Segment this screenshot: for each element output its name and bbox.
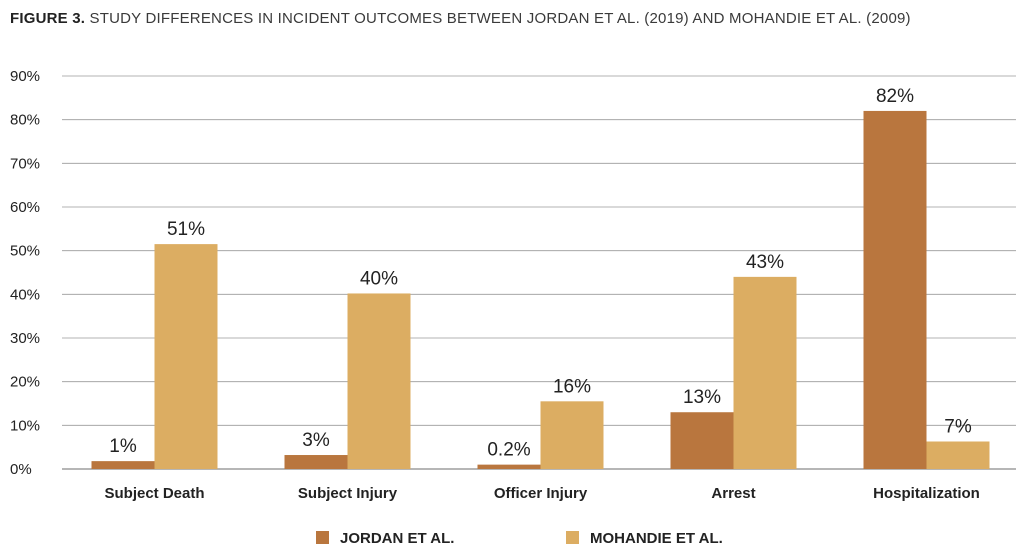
- category-label: Arrest: [711, 485, 755, 502]
- y-tick-label: 40%: [10, 286, 40, 303]
- bar-mohandie-officer-injury: [540, 401, 604, 469]
- bar-mohandie-subject-death: [154, 244, 218, 469]
- bar-jordan-arrest: [670, 412, 734, 469]
- y-tick-label: 80%: [10, 112, 40, 129]
- bar-mohandie-subject-injury: [347, 293, 411, 469]
- y-tick-label: 20%: [10, 374, 40, 391]
- bar-jordan-hospitalization: [863, 110, 927, 469]
- data-labels: 1% 51% 3% 40% 0.2% 16% 13% 43% 82% 7%: [109, 86, 972, 461]
- y-tick-label: 60%: [10, 199, 40, 216]
- legend: JORDAN ET AL. MOHANDIE ET AL.: [316, 530, 723, 547]
- bar-mohandie-arrest: [733, 276, 797, 469]
- legend-swatch-mohandie: [566, 531, 579, 544]
- y-tick-label: 30%: [10, 330, 40, 347]
- data-label: 82%: [876, 86, 914, 107]
- y-tick-label: 10%: [10, 417, 40, 434]
- bar-jordan-officer-injury: [477, 464, 541, 469]
- bar-jordan-subject-injury: [284, 455, 348, 469]
- data-label: 40%: [360, 268, 398, 289]
- bar-jordan-subject-death: [91, 461, 155, 469]
- x-axis-category-labels: Subject Death Subject Injury Officer Injur…: [104, 485, 979, 502]
- data-label: 16%: [553, 376, 591, 397]
- figure-label: FIGURE 3.: [10, 10, 86, 27]
- y-axis-tick-labels: 0% 10% 20% 30% 40% 50% 60% 70% 80% 90%: [10, 68, 40, 478]
- data-label: 7%: [944, 416, 972, 437]
- data-label: 51%: [167, 219, 205, 240]
- y-tick-label: 90%: [10, 68, 40, 85]
- y-tick-label: 0%: [10, 461, 32, 478]
- data-label: 3%: [302, 430, 330, 451]
- bar-mohandie-hospitalization: [926, 441, 990, 469]
- category-label: Subject Injury: [298, 485, 398, 502]
- category-label: Subject Death: [104, 485, 204, 502]
- gridlines: [62, 75, 1016, 470]
- category-label: Hospitalization: [873, 485, 980, 502]
- legend-swatch-jordan: [316, 531, 329, 544]
- legend-label-jordan: JORDAN ET AL.: [340, 530, 454, 547]
- bars: [91, 110, 990, 469]
- y-tick-label: 70%: [10, 155, 40, 172]
- category-label: Officer Injury: [494, 485, 588, 502]
- chart-title: FIGURE 3. STUDY DIFFERENCES IN INCIDENT …: [10, 10, 911, 27]
- y-tick-label: 50%: [10, 243, 40, 260]
- data-label: 43%: [746, 252, 784, 273]
- data-label: 0.2%: [487, 440, 530, 461]
- figure-title-text: STUDY DIFFERENCES IN INCIDENT OUTCOMES B…: [89, 10, 911, 27]
- data-label: 13%: [683, 387, 721, 408]
- legend-label-mohandie: MOHANDIE ET AL.: [590, 530, 723, 547]
- data-label: 1%: [109, 436, 137, 457]
